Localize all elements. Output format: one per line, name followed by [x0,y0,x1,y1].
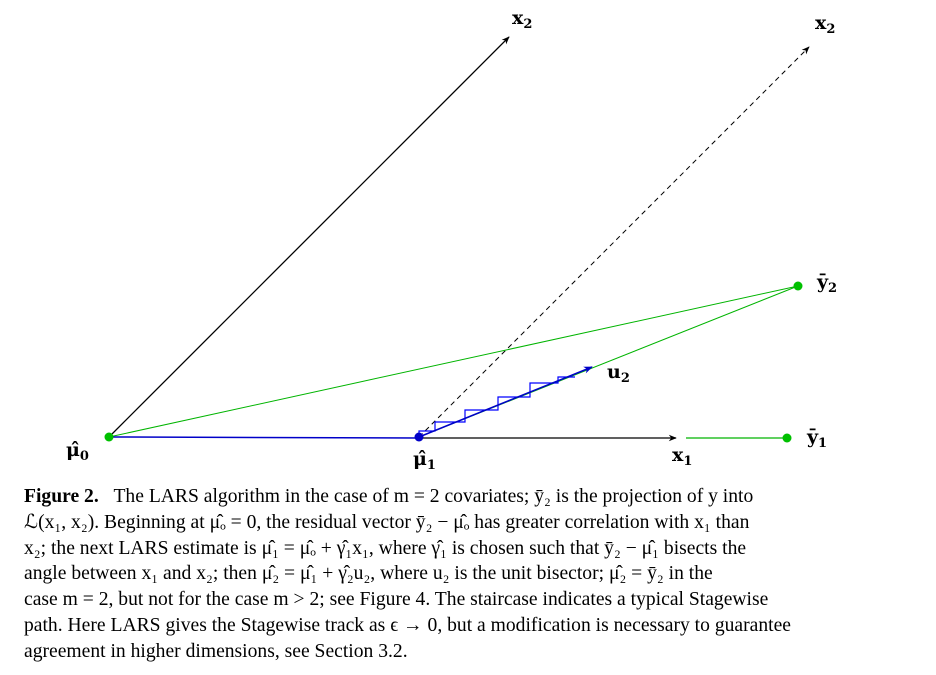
x2-solid-label: x2 [512,7,532,32]
caption-line-3: x₂; the next LARS estimate is μ̂₁ = μ̂ₒ … [24,537,747,559]
lars-step-one-path [108,436,420,439]
caption-line-1: Figure 2. The LARS algorithm in the case… [24,484,916,510]
mu0-point [104,432,114,442]
caption-line-2: ℒ(x₁, x₂). Beginning at μ̂ₒ = 0, the res… [24,511,750,533]
caption-line-6: path. Here LARS gives the Stagewise trac… [24,614,791,636]
mu1-label: μ̂1 [413,448,436,473]
u2-label: u2 [607,361,630,386]
caption-line-4: angle between x₁ and x₂; then μ̂₂ = μ̂₁ … [24,563,713,585]
caption-text-1: The LARS algorithm in the case of m = 2 … [113,486,754,507]
ybar2-label: ȳ2 [816,271,837,296]
mu1-point [414,432,424,442]
x1-label: x1 [672,444,692,469]
x2-dashed-arrow [418,46,810,438]
u2-arrow [418,366,593,438]
mu0-label: μ̂0 [66,439,89,464]
caption-line-7: agreement in higher dimensions, see Sect… [24,640,408,662]
x2-dashed-label: x2 [815,12,835,37]
lars-diagram: μ̂0 μ̂1 x1 x2 x2 u2 ȳ1 ȳ2 [66,7,837,473]
figure-caption: Figure 2. The LARS algorithm in the case… [24,484,916,665]
caption-label: Figure 2. [24,486,99,507]
ybar2-point [793,281,803,291]
ybar1-point [782,433,792,443]
x2-solid-arrow [108,36,510,438]
ybar2-from-mu0-line [108,285,799,438]
ybar1-label: ȳ1 [806,426,827,451]
caption-line-5: case m = 2, but not for the case m > 2; … [24,589,769,611]
